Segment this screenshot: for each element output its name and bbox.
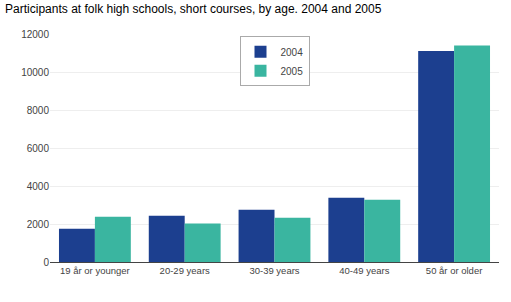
svg-text:2005: 2005: [281, 66, 304, 77]
svg-text:19 år or younger: 19 år or younger: [60, 265, 130, 276]
svg-text:50 år or older: 50 år or older: [426, 265, 483, 276]
svg-text:12000: 12000: [21, 29, 49, 40]
svg-text:4000: 4000: [27, 181, 50, 192]
svg-text:40-49 years: 40-49 years: [339, 265, 389, 276]
svg-text:20-29 years: 20-29 years: [160, 265, 210, 276]
svg-text:6000: 6000: [27, 143, 50, 154]
svg-text:0: 0: [43, 257, 49, 268]
svg-text:Participants at folk high scho: Participants at folk high schools, short…: [5, 2, 382, 16]
svg-text:2004: 2004: [281, 47, 304, 58]
svg-text:10000: 10000: [21, 67, 49, 78]
svg-text:8000: 8000: [27, 105, 50, 116]
svg-text:2000: 2000: [27, 219, 50, 230]
svg-text:30-39 years: 30-39 years: [249, 265, 299, 276]
